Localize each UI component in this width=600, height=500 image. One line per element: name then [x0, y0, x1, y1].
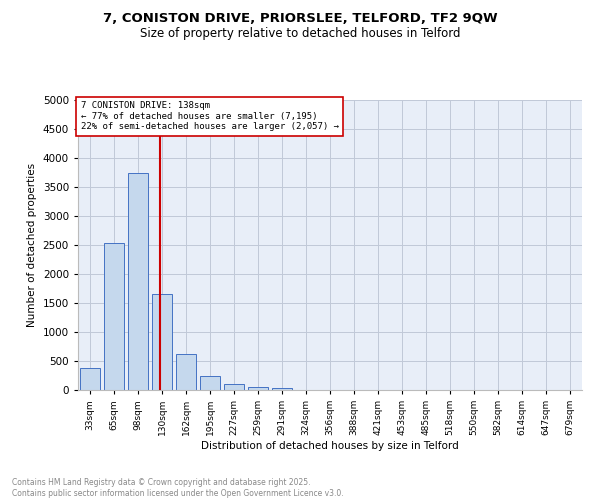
Text: 7 CONISTON DRIVE: 138sqm
← 77% of detached houses are smaller (7,195)
22% of sem: 7 CONISTON DRIVE: 138sqm ← 77% of detach…	[80, 102, 338, 132]
X-axis label: Distribution of detached houses by size in Telford: Distribution of detached houses by size …	[201, 441, 459, 451]
Bar	[176, 354, 196, 390]
Bar	[272, 388, 292, 390]
Text: 7, CONISTON DRIVE, PRIORSLEE, TELFORD, TF2 9QW: 7, CONISTON DRIVE, PRIORSLEE, TELFORD, T…	[103, 12, 497, 26]
Text: Contains HM Land Registry data © Crown copyright and database right 2025.
Contai: Contains HM Land Registry data © Crown c…	[12, 478, 344, 498]
Bar	[224, 384, 244, 390]
Y-axis label: Number of detached properties: Number of detached properties	[27, 163, 37, 327]
Bar	[248, 387, 268, 390]
Bar	[152, 294, 172, 390]
Bar	[128, 172, 148, 390]
Bar	[200, 376, 220, 390]
Bar	[104, 244, 124, 390]
Text: Size of property relative to detached houses in Telford: Size of property relative to detached ho…	[140, 28, 460, 40]
Bar	[80, 368, 100, 390]
